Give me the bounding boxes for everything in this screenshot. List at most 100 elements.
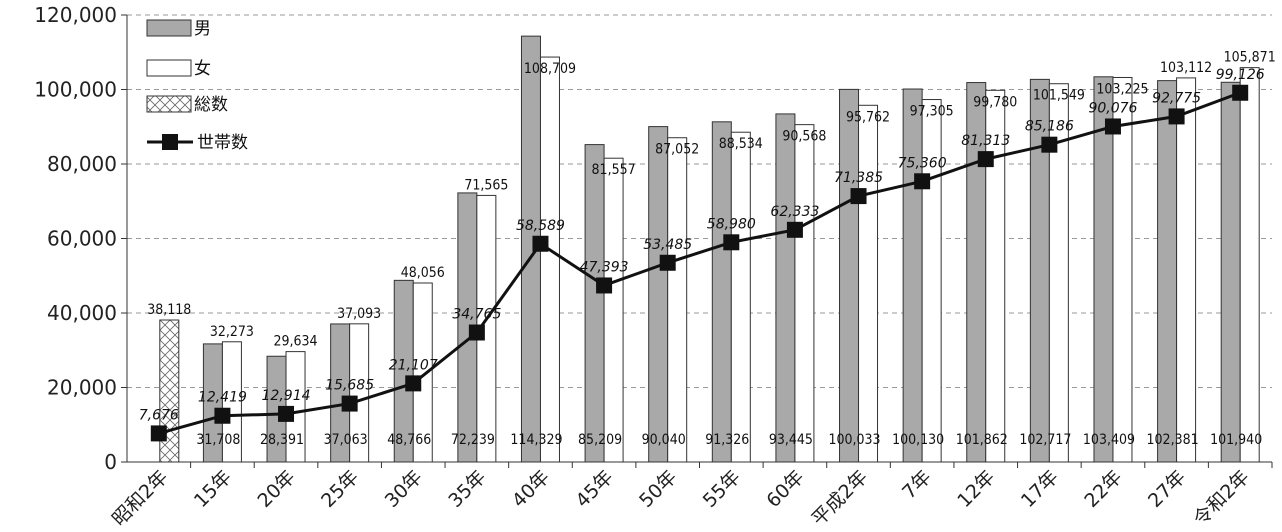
label-total: 38,118 bbox=[147, 302, 191, 318]
bar-male bbox=[1093, 76, 1114, 463]
label-male: 101,862 bbox=[956, 432, 1008, 448]
label-male: 90,040 bbox=[642, 432, 686, 448]
x-tick-label: 17年 bbox=[1017, 466, 1063, 512]
y-tick-label: 20,000 bbox=[47, 376, 117, 400]
bar-male bbox=[584, 144, 605, 463]
label-male: 91,326 bbox=[705, 432, 749, 448]
label-households: 15,685 bbox=[325, 378, 374, 394]
label-households: 90,076 bbox=[1088, 100, 1137, 116]
label-households: 58,589 bbox=[516, 218, 565, 234]
x-tick-label: 27年 bbox=[1144, 466, 1190, 512]
label-households: 53,485 bbox=[643, 237, 692, 253]
legend-label-households: 世帯数 bbox=[197, 133, 248, 153]
label-female: 32,273 bbox=[210, 324, 254, 340]
x-tick-label: 昭和2年 bbox=[108, 466, 172, 530]
label-households: 71,385 bbox=[834, 170, 883, 186]
legend-swatch-male bbox=[146, 19, 192, 37]
label-female: 103,112 bbox=[1160, 60, 1212, 76]
label-female: 99,780 bbox=[973, 94, 1017, 110]
x-tick-label: 45年 bbox=[572, 466, 618, 512]
bar-female bbox=[349, 323, 370, 463]
bar-female bbox=[539, 56, 560, 463]
label-female: 108,709 bbox=[524, 61, 576, 77]
x-tick-label: 22年 bbox=[1080, 466, 1126, 512]
label-female: 29,634 bbox=[273, 334, 317, 350]
label-male: 37,063 bbox=[324, 432, 368, 448]
label-male: 102,717 bbox=[1019, 432, 1071, 448]
bar-male bbox=[1157, 80, 1178, 463]
label-female: 71,565 bbox=[464, 177, 508, 193]
label-male: 28,391 bbox=[260, 432, 304, 448]
bar-male bbox=[648, 126, 669, 463]
bar-female bbox=[921, 99, 942, 463]
label-households: 92,775 bbox=[1152, 90, 1201, 106]
label-male: 101,940 bbox=[1210, 432, 1262, 448]
household-marker bbox=[468, 324, 485, 341]
label-male: 114,329 bbox=[510, 432, 562, 448]
bar-female bbox=[412, 282, 433, 463]
label-female: 81,557 bbox=[592, 162, 636, 178]
bar-male bbox=[711, 121, 732, 463]
label-female: 103,225 bbox=[1096, 81, 1148, 97]
household-marker bbox=[786, 221, 803, 238]
bar-male bbox=[839, 88, 860, 463]
x-tick-label: 35年 bbox=[444, 466, 490, 512]
x-tick-label: 60年 bbox=[762, 466, 808, 512]
label-female: 101,549 bbox=[1033, 88, 1085, 104]
label-households: 81,313 bbox=[961, 133, 1010, 149]
household-marker bbox=[341, 395, 358, 412]
label-male: 48,766 bbox=[387, 432, 431, 448]
legend-label-female: 女 bbox=[194, 59, 211, 79]
label-households: 21,107 bbox=[389, 357, 438, 373]
bar-female bbox=[1048, 83, 1069, 463]
legend-swatch-female bbox=[146, 59, 192, 77]
label-households: 62,333 bbox=[770, 204, 819, 220]
label-male: 72,239 bbox=[451, 432, 495, 448]
household-marker bbox=[723, 234, 740, 251]
household-marker bbox=[150, 425, 167, 442]
household-marker bbox=[1041, 136, 1058, 153]
bar-male bbox=[775, 113, 796, 463]
household-marker bbox=[1104, 118, 1121, 135]
label-households: 85,186 bbox=[1025, 119, 1074, 135]
label-households: 34,765 bbox=[452, 307, 501, 323]
x-tick-label: 15年 bbox=[190, 466, 236, 512]
x-tick-label: 50年 bbox=[635, 466, 681, 512]
y-tick-label: 0 bbox=[104, 450, 117, 474]
label-households: 58,980 bbox=[707, 216, 756, 232]
bar-male bbox=[1220, 81, 1241, 463]
label-households: 75,360 bbox=[898, 155, 947, 171]
bar-female bbox=[603, 157, 624, 463]
bar-female bbox=[730, 131, 751, 463]
label-female: 90,568 bbox=[782, 129, 826, 145]
x-tick-label: 25年 bbox=[317, 466, 363, 512]
bar-male bbox=[902, 88, 923, 463]
label-male: 93,445 bbox=[769, 432, 813, 448]
label-households: 12,419 bbox=[198, 390, 247, 406]
household-marker bbox=[659, 254, 676, 271]
household-marker bbox=[1168, 108, 1185, 125]
y-tick-label: 40,000 bbox=[47, 301, 117, 325]
x-tick-label: 平成2年 bbox=[808, 466, 872, 530]
data-labels: 38,118 31,708 32,273 28,391 29,634 37,063 37,0… bbox=[139, 50, 1276, 448]
x-tick-label: 12年 bbox=[953, 466, 999, 512]
label-male: 31,708 bbox=[196, 432, 240, 448]
x-tick-label: 7年 bbox=[898, 466, 936, 504]
y-tick-label: 80,000 bbox=[47, 152, 117, 176]
bar-female bbox=[1176, 77, 1197, 463]
bar-female bbox=[1112, 76, 1133, 463]
legend-label-total: 総数 bbox=[194, 95, 228, 115]
household-marker bbox=[1232, 84, 1249, 101]
household-marker bbox=[278, 405, 295, 422]
household-marker bbox=[532, 235, 549, 252]
label-female: 87,052 bbox=[655, 142, 699, 158]
label-male: 100,130 bbox=[892, 432, 944, 448]
label-female: 105,871 bbox=[1224, 50, 1276, 66]
y-tick-label: 100,000 bbox=[34, 78, 117, 102]
bar-female bbox=[221, 341, 242, 463]
label-female: 37,093 bbox=[337, 306, 381, 322]
legend-label-male: 男 bbox=[194, 19, 211, 39]
legend: 男 女 総数 世帯数 bbox=[146, 19, 248, 153]
bar-female bbox=[858, 104, 879, 463]
x-tick-label: 55年 bbox=[699, 466, 745, 512]
